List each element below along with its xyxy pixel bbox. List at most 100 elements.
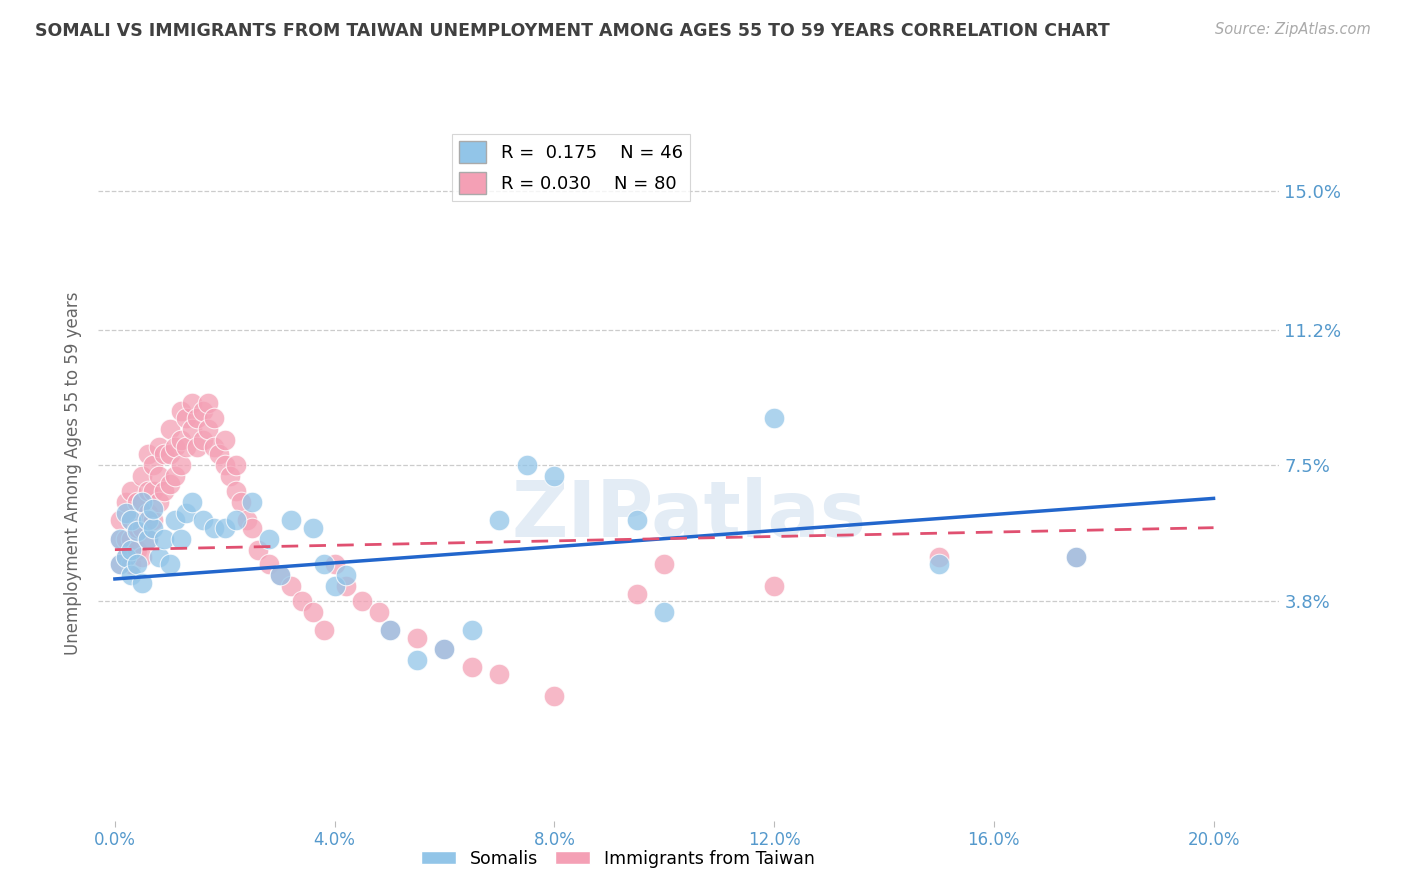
Point [516,458,538,473]
Point [159,447,181,461]
Point [170,532,193,546]
Point [136,513,159,527]
Point [148,440,170,454]
Point [120,532,142,546]
Point [214,521,236,535]
Point [191,403,214,417]
Point [125,558,148,572]
Point [110,532,132,546]
Point [312,558,335,572]
Point [170,458,193,473]
Point [120,558,142,572]
Point [120,568,142,582]
Point [115,549,138,564]
Point [197,396,219,410]
Point [280,513,302,527]
Point [301,521,323,535]
Point [312,624,335,638]
Point [136,484,159,499]
Point [433,641,456,656]
Point [488,513,510,527]
Point [176,410,198,425]
Point [928,558,950,572]
Point [125,495,148,509]
Legend: Somalis, Immigrants from Taiwan: Somalis, Immigrants from Taiwan [415,843,823,874]
Point [202,440,225,454]
Point [120,484,142,499]
Point [120,513,142,527]
Point [159,558,181,572]
Point [257,532,280,546]
Point [131,495,153,509]
Point [246,542,269,557]
Point [148,469,170,483]
Point [225,458,247,473]
Point [165,440,187,454]
Point [170,433,193,447]
Point [120,513,142,527]
Point [191,513,214,527]
Point [110,558,132,572]
Point [165,469,187,483]
Point [257,558,280,572]
Point [142,484,165,499]
Point [131,495,153,509]
Point [180,422,202,436]
Point [136,447,159,461]
Point [180,495,202,509]
Point [301,605,323,619]
Point [115,495,138,509]
Point [125,542,148,557]
Point [131,575,153,590]
Point [186,410,208,425]
Point [291,594,314,608]
Point [142,521,165,535]
Point [323,579,346,593]
Point [110,532,132,546]
Point [231,495,253,509]
Point [214,433,236,447]
Point [488,667,510,681]
Point [352,594,374,608]
Point [125,521,148,535]
Y-axis label: Unemployment Among Ages 55 to 59 years: Unemployment Among Ages 55 to 59 years [65,291,83,655]
Text: ZIPatlas: ZIPatlas [512,476,866,552]
Point [543,469,565,483]
Point [153,484,176,499]
Point [202,410,225,425]
Point [142,502,165,516]
Point [367,605,389,619]
Point [240,495,263,509]
Point [110,513,132,527]
Point [763,410,786,425]
Point [626,513,648,527]
Point [148,495,170,509]
Point [269,568,291,582]
Point [170,403,193,417]
Point [225,484,247,499]
Point [240,521,263,535]
Point [148,549,170,564]
Point [191,433,214,447]
Point [136,532,159,546]
Text: SOMALI VS IMMIGRANTS FROM TAIWAN UNEMPLOYMENT AMONG AGES 55 TO 59 YEARS CORRELAT: SOMALI VS IMMIGRANTS FROM TAIWAN UNEMPLO… [35,22,1109,40]
Point [131,469,153,483]
Point [110,558,132,572]
Point [136,532,159,546]
Point [176,440,198,454]
Point [461,660,484,674]
Point [180,396,202,410]
Point [197,422,219,436]
Point [269,568,291,582]
Point [131,549,153,564]
Point [378,624,401,638]
Point [176,506,198,520]
Point [335,568,357,582]
Point [142,513,165,527]
Point [115,506,138,520]
Point [928,549,950,564]
Point [378,624,401,638]
Point [1064,549,1087,564]
Point [202,521,225,535]
Point [280,579,302,593]
